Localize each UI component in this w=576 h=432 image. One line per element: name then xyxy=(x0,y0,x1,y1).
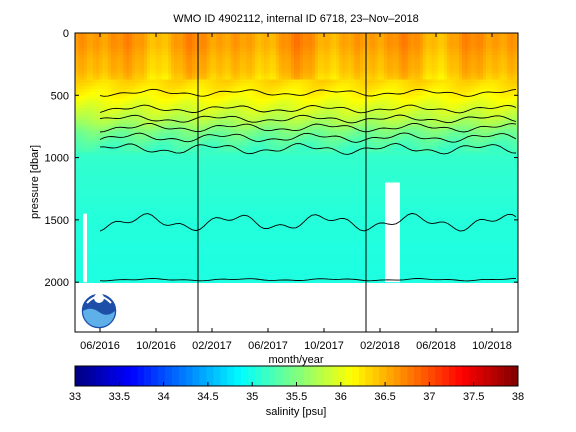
colorbar-label: salinity [psu] xyxy=(266,406,327,418)
colorbar-tick-label: 37 xyxy=(423,391,435,403)
colorbar: 33 33.5 34 34.5 35 35.5 36 36.5 37 37.5 38 salinit… xyxy=(69,365,524,418)
colorbar-tick-label: 35 xyxy=(246,391,258,403)
colorbar-tick-label: 35.5 xyxy=(286,391,307,403)
y-axis: 0 500 1000 1500 2000 pressure [dbar] xyxy=(29,28,518,289)
colorbar-tick-label: 36.5 xyxy=(374,391,395,403)
colorbar-tick-label: 34.5 xyxy=(197,391,218,403)
y-tick-label: 0 xyxy=(63,28,69,40)
y-axis-label: pressure [dbar] xyxy=(29,145,41,219)
y-tick-label: 1500 xyxy=(45,215,69,227)
colorbar-tick-label: 34 xyxy=(157,391,169,403)
y-tick-label: 2000 xyxy=(45,277,69,289)
year-boundary-lines xyxy=(197,33,367,332)
axes-frame xyxy=(74,32,519,333)
colorbar-tick-label: 37.5 xyxy=(463,391,484,403)
colorbar-tick-label: 38 xyxy=(512,391,524,403)
x-tick-label: 06/2016 xyxy=(80,340,120,352)
y-tick-label: 1000 xyxy=(45,153,69,165)
y-tick-label: 500 xyxy=(51,90,69,102)
colorbar-tick-label: 33 xyxy=(69,391,81,403)
chart-title: WMO ID 4902112, internal ID 6718, 23–Nov… xyxy=(173,13,419,25)
noaa-logo xyxy=(78,291,120,331)
x-tick-label: 02/2017 xyxy=(192,340,232,352)
x-axis-label: month/year xyxy=(268,354,323,366)
x-tick-label: 02/2018 xyxy=(360,340,400,352)
colorbar-tick-label: 33.5 xyxy=(109,391,130,403)
x-axis: 06/2016 10/2016 02/2017 06/2017 10/2017 02/20… xyxy=(80,33,512,366)
x-tick-label: 06/2018 xyxy=(416,340,456,352)
x-tick-label: 10/2018 xyxy=(472,340,512,352)
salinity-contours xyxy=(99,88,517,282)
x-tick-label: 10/2016 xyxy=(136,340,176,352)
colorbar-tick-label: 36 xyxy=(335,391,347,403)
salinity-field xyxy=(75,33,518,332)
x-tick-label: 10/2017 xyxy=(304,340,344,352)
x-tick-label: 06/2017 xyxy=(248,340,288,352)
plot-area xyxy=(74,32,519,333)
